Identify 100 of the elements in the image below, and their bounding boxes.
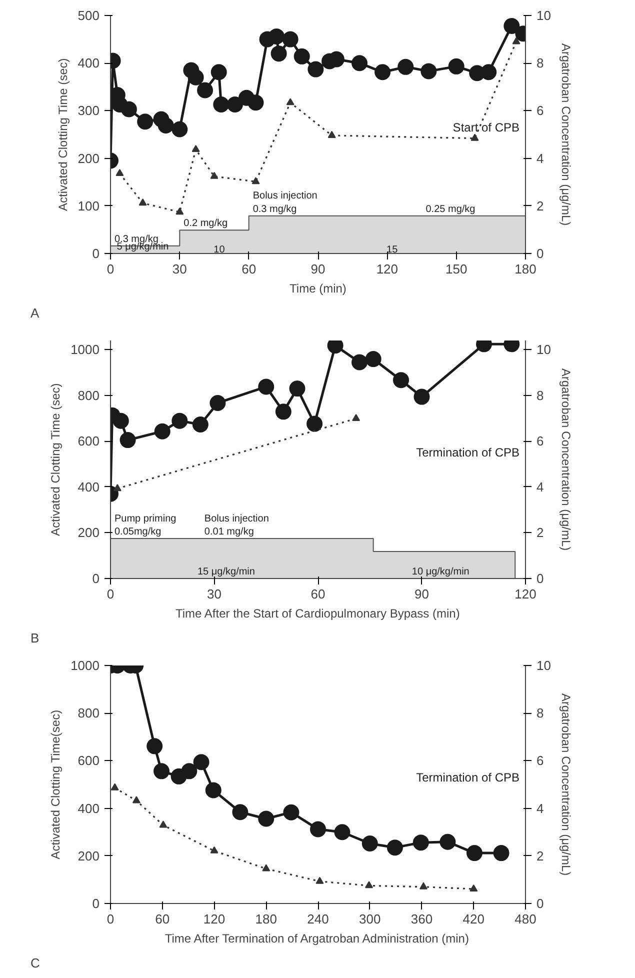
y2-tick-label: 0 bbox=[536, 896, 544, 911]
x-tick-label: 300 bbox=[359, 912, 381, 926]
x-axis-title: Time After the Start of Cardiopulmonary Bypass (min) bbox=[176, 606, 460, 620]
point bbox=[414, 388, 430, 405]
point bbox=[286, 98, 294, 106]
point bbox=[120, 101, 137, 118]
x-axis-title: Time (min) bbox=[290, 282, 346, 296]
point bbox=[248, 94, 264, 111]
point bbox=[362, 836, 378, 852]
x-tick-label: 0 bbox=[106, 262, 114, 276]
y2-tick-label: 8 bbox=[536, 56, 544, 71]
y2-tick-label: 10 bbox=[536, 342, 551, 358]
point bbox=[188, 69, 204, 86]
y-tick-label: 400 bbox=[78, 800, 100, 816]
point bbox=[176, 208, 184, 215]
point bbox=[294, 48, 310, 64]
y-tick-label: 500 bbox=[78, 8, 100, 23]
y2-tick-label: 6 bbox=[536, 103, 544, 118]
y2-tick-label: 4 bbox=[536, 800, 544, 816]
point bbox=[172, 121, 188, 138]
y-tick-label: 600 bbox=[78, 753, 100, 768]
y2-tick-label: 8 bbox=[536, 388, 544, 403]
x-tick-label: 150 bbox=[445, 262, 468, 276]
point bbox=[448, 58, 464, 74]
point bbox=[352, 354, 368, 370]
y-tick-label: 200 bbox=[78, 848, 100, 864]
y2-axis-title: Argatroban Concentration (μg/mL) bbox=[558, 43, 573, 226]
annotation: 0.2 mg/kg bbox=[184, 218, 228, 230]
point bbox=[146, 738, 163, 754]
point bbox=[210, 64, 227, 80]
y-tick-label: 800 bbox=[78, 706, 100, 721]
point bbox=[154, 763, 170, 780]
x-tick-label: 60 bbox=[310, 586, 326, 602]
y2-tick-label: 2 bbox=[536, 198, 544, 214]
x-tick-label: 0 bbox=[106, 912, 114, 926]
point bbox=[116, 168, 124, 176]
y2-tick-label: 8 bbox=[536, 706, 544, 721]
point bbox=[120, 432, 136, 448]
point bbox=[316, 876, 324, 884]
point bbox=[268, 28, 284, 44]
y-tick-label: 300 bbox=[78, 103, 100, 118]
annotation: Termination of CPB bbox=[416, 446, 520, 460]
point bbox=[192, 416, 208, 432]
text: C bbox=[30, 956, 40, 970]
x-tick-label: 360 bbox=[410, 912, 433, 926]
point bbox=[110, 783, 119, 790]
point bbox=[480, 64, 497, 80]
x-tick-label: 120 bbox=[514, 586, 536, 602]
annotation: Start of CPB bbox=[452, 120, 520, 134]
point bbox=[197, 82, 214, 98]
y-axis-title: Activated Clotting Time (sec) bbox=[48, 383, 63, 536]
point bbox=[205, 782, 222, 798]
y-tick-label: 600 bbox=[78, 434, 100, 449]
point bbox=[393, 372, 409, 388]
point bbox=[181, 763, 198, 780]
annotation: Termination of CPB bbox=[416, 770, 520, 784]
y2-tick-label: 0 bbox=[536, 571, 544, 586]
point bbox=[137, 114, 154, 130]
y2-tick-label: 6 bbox=[536, 753, 544, 768]
y2-tick-label: 2 bbox=[536, 848, 544, 864]
x-axis-title: Time After Termination of Argatroban Administration (min) bbox=[164, 932, 469, 946]
x-tick-label: 480 bbox=[514, 912, 536, 926]
y2-tick-label: 0 bbox=[536, 246, 544, 261]
point bbox=[210, 394, 226, 411]
point bbox=[232, 804, 248, 820]
y2-tick-label: 4 bbox=[536, 479, 544, 494]
y-tick-label: 1000 bbox=[70, 658, 100, 673]
annotation: Bolus injection 0.01 mg/kg bbox=[204, 513, 269, 538]
x-tick-label: 30 bbox=[207, 586, 222, 602]
point bbox=[365, 351, 382, 368]
point bbox=[512, 37, 520, 44]
point bbox=[172, 412, 188, 429]
point bbox=[470, 884, 478, 892]
x-tick-label: 120 bbox=[203, 912, 226, 926]
point bbox=[365, 881, 374, 888]
y2-tick-label: 6 bbox=[536, 434, 544, 449]
point bbox=[132, 796, 140, 804]
point bbox=[470, 134, 479, 141]
x-tick-label: 180 bbox=[514, 262, 536, 276]
point bbox=[310, 821, 326, 838]
annotation: 15 bbox=[386, 244, 398, 256]
annotation: 10 bbox=[214, 244, 226, 256]
x-tick-label: 90 bbox=[414, 586, 429, 602]
x-tick-label: 0 bbox=[106, 586, 114, 602]
point bbox=[398, 58, 414, 75]
point bbox=[193, 754, 210, 770]
point bbox=[213, 96, 230, 112]
x-tick-label: 120 bbox=[376, 262, 398, 276]
point bbox=[158, 117, 174, 134]
y-tick-label: 0 bbox=[92, 896, 100, 911]
point bbox=[493, 845, 510, 862]
point bbox=[334, 824, 350, 840]
x-tick-label: 60 bbox=[155, 912, 170, 926]
x-tick-label: 240 bbox=[307, 912, 329, 926]
y-axis-title: Activated Clotting Time (sec) bbox=[56, 58, 70, 211]
text: B bbox=[30, 630, 40, 646]
x-tick-label: 60 bbox=[242, 262, 256, 276]
point bbox=[420, 63, 437, 80]
annotation: Pump priming 0.05mg/kg bbox=[114, 513, 176, 538]
point bbox=[210, 172, 218, 179]
